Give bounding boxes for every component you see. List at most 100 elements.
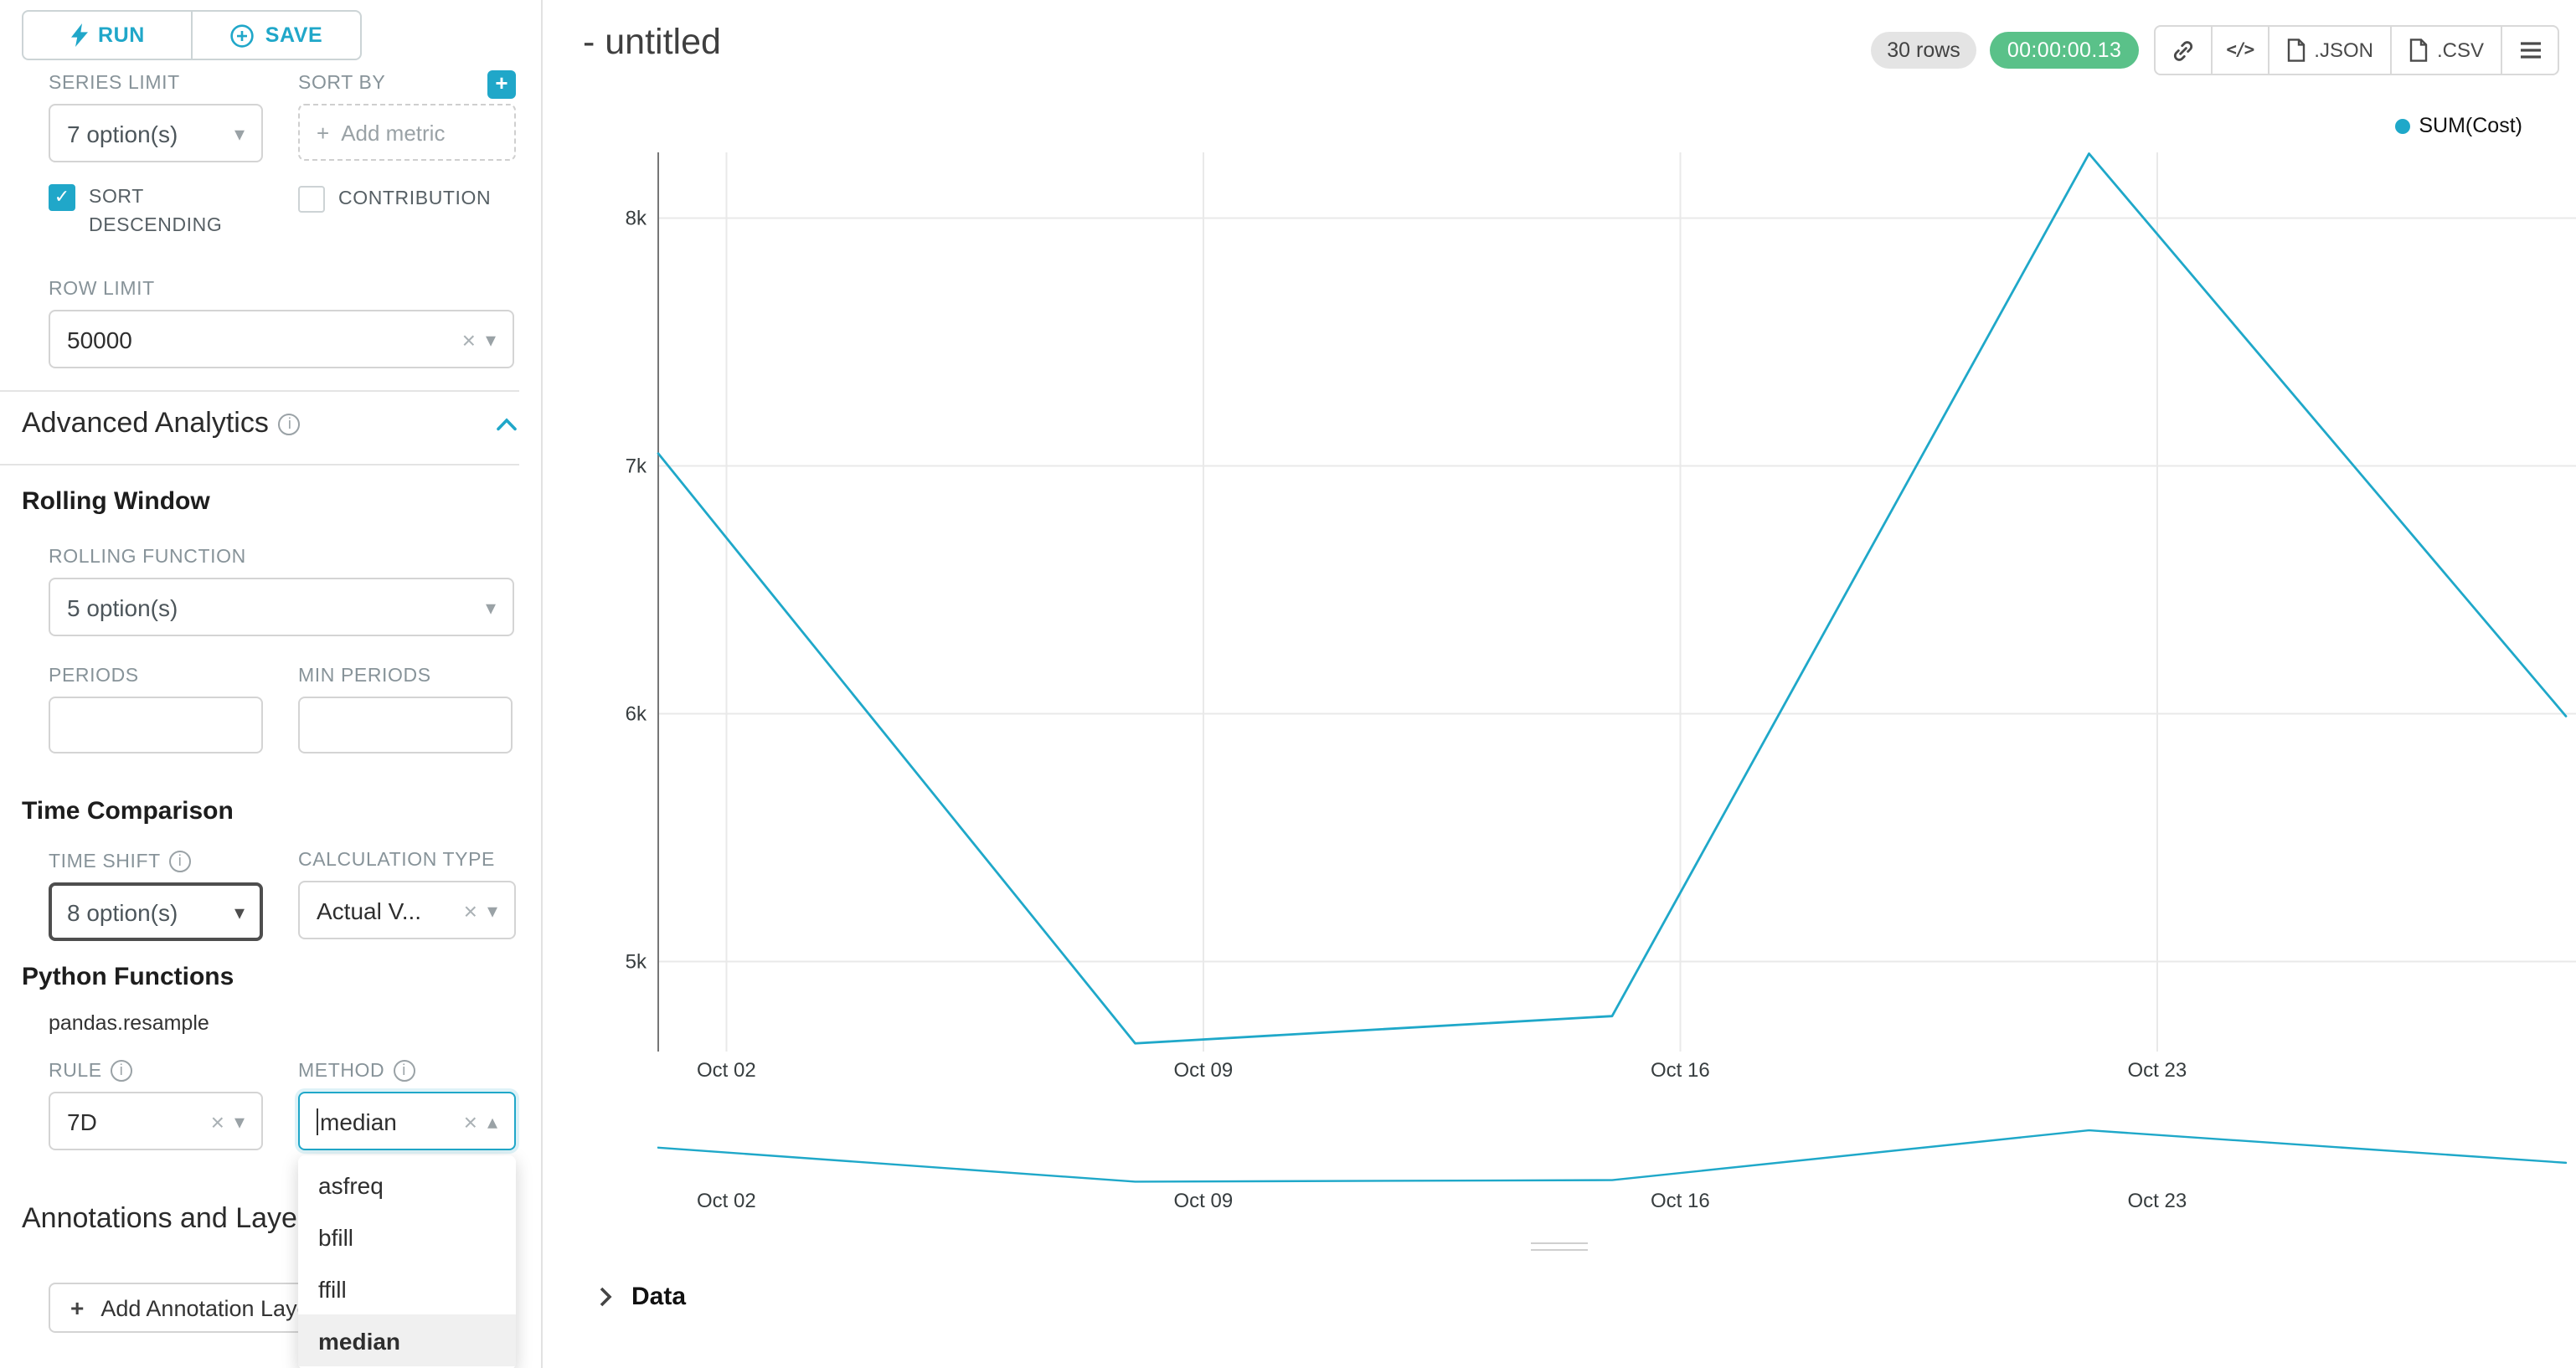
time-comparison-title: Time Comparison	[22, 797, 234, 825]
svg-text:Oct 23: Oct 23	[2128, 1059, 2187, 1082]
svg-text:Oct 16: Oct 16	[1651, 1059, 1710, 1082]
svg-text:8k: 8k	[626, 207, 647, 229]
rolling-function-select[interactable]: 5 option(s) ▾	[49, 578, 514, 636]
timer-badge: 00:00:00.13	[1990, 32, 2139, 69]
chart-area: - untitled 30 rows 00:00:00.13 </> .JSON…	[543, 0, 2576, 1368]
run-label: RUN	[98, 23, 145, 47]
info-icon[interactable]: i	[393, 1060, 415, 1082]
svg-text:Oct 02: Oct 02	[697, 1190, 756, 1212]
dropdown-option-asfreq[interactable]: asfreq	[318, 1171, 384, 1198]
min-periods-label: MIN PERIODS	[298, 666, 431, 687]
dropdown-option-bfill[interactable]: bfill	[318, 1223, 354, 1250]
info-icon[interactable]: i	[168, 851, 191, 872]
data-panel-toggle[interactable]: Data	[598, 1283, 686, 1311]
method-control: METHOD i median × ▴	[298, 1060, 516, 1150]
rolling-function-control: ROLLING FUNCTION 5 option(s) ▾	[49, 548, 514, 636]
chevron-up-icon: ▴	[487, 1109, 497, 1133]
series-limit-label: SERIES LIMIT	[49, 74, 180, 94]
text-cursor	[317, 1108, 318, 1134]
range-selector-mini-chart[interactable]: Oct 02 Oct 09 Oct 16 Oct 23	[603, 1110, 2576, 1221]
contribution-label: CONTRIBUTION	[338, 189, 492, 209]
sort-by-label: SORT BY	[298, 74, 386, 94]
clear-icon[interactable]: ×	[463, 897, 477, 923]
periods-control: PERIODS	[49, 666, 263, 753]
min-periods-control: MIN PERIODS	[298, 666, 513, 753]
plus-icon: +	[317, 120, 330, 145]
annotations-header[interactable]: Annotations and Layers	[22, 1202, 518, 1236]
series-limit-control: SERIES LIMIT 7 option(s) ▾	[49, 74, 263, 162]
save-label: SAVE	[265, 23, 323, 47]
checkbox-check-icon: ✓	[49, 184, 75, 211]
calculation-type-value: Actual V...	[317, 897, 422, 923]
series-limit-select[interactable]: 7 option(s) ▾	[49, 104, 263, 162]
info-icon[interactable]: i	[278, 413, 301, 435]
row-limit-control: ROW LIMIT 50000 × ▾	[49, 280, 514, 368]
python-functions-title: Python Functions	[22, 963, 234, 991]
time-shift-select[interactable]: 8 option(s) ▾	[49, 882, 263, 941]
rolling-function-label: ROLLING FUNCTION	[49, 548, 246, 568]
calculation-type-select[interactable]: Actual V... × ▾	[298, 881, 516, 939]
chevron-down-icon: ▾	[234, 1109, 245, 1133]
method-combobox[interactable]: median × ▴	[298, 1092, 516, 1150]
divider	[0, 390, 519, 392]
svg-text:Oct 23: Oct 23	[2128, 1190, 2187, 1212]
add-annotation-label: Add Annotation Layer	[100, 1295, 317, 1320]
legend-sum-cost[interactable]: SUM(Cost)	[2395, 114, 2522, 137]
plus-circle-icon	[231, 23, 255, 47]
chevron-right-icon	[600, 1287, 612, 1307]
copy-link-button[interactable]	[2153, 25, 2213, 75]
save-button[interactable]: SAVE	[191, 10, 362, 60]
periods-label: PERIODS	[49, 666, 139, 687]
export-json-button[interactable]: .JSON	[2267, 25, 2392, 75]
export-csv-button[interactable]: .CSV	[2389, 25, 2502, 75]
periods-input[interactable]	[49, 697, 263, 753]
series-limit-value: 7 option(s)	[67, 120, 178, 147]
chevron-down-icon: ▾	[234, 900, 245, 923]
add-metric-plus-button[interactable]: +	[487, 69, 516, 98]
menu-button[interactable]	[2501, 25, 2559, 75]
clear-icon[interactable]: ×	[463, 1108, 477, 1134]
clear-icon[interactable]: ×	[210, 1108, 224, 1134]
svg-text:Oct 02: Oct 02	[697, 1059, 756, 1082]
sort-by-control: SORT BY + + Add metric	[298, 69, 516, 161]
clear-icon[interactable]: ×	[461, 326, 476, 352]
rule-control: RULE i 7D × ▾	[49, 1060, 263, 1150]
legend-label: SUM(Cost)	[2419, 114, 2522, 137]
rule-select[interactable]: 7D × ▾	[49, 1092, 263, 1150]
export-button-group: </> .JSON .CSV	[2153, 25, 2559, 75]
dropdown-option-ffill[interactable]: ffill	[318, 1275, 347, 1302]
rolling-window-title: Rolling Window	[22, 487, 210, 516]
add-metric-placeholder: Add metric	[341, 120, 446, 145]
method-value: median	[320, 1108, 397, 1134]
sort-by-add-metric[interactable]: + Add metric	[298, 104, 516, 161]
time-shift-control: TIME SHIFT i 8 option(s) ▾	[49, 851, 263, 941]
rolling-function-value: 5 option(s)	[67, 594, 178, 620]
row-limit-value: 50000	[67, 326, 132, 352]
contribution-checkbox[interactable]: ✓ CONTRIBUTION	[298, 186, 491, 215]
svg-text:Oct 09: Oct 09	[1174, 1190, 1234, 1212]
data-panel-title: Data	[631, 1283, 687, 1311]
plus-icon: +	[70, 1294, 85, 1321]
chart-title: - untitled	[583, 22, 721, 62]
file-icon	[2409, 39, 2428, 62]
dropdown-option-median[interactable]: median	[298, 1314, 516, 1366]
run-button[interactable]: RUN	[22, 10, 191, 60]
resize-handle[interactable]	[1531, 1242, 1588, 1256]
svg-text:Oct 16: Oct 16	[1651, 1190, 1710, 1212]
calculation-type-control: CALCULATION TYPE Actual V... × ▾	[298, 851, 516, 939]
annotations-title: Annotations and Layers	[22, 1202, 322, 1234]
control-panel: RUN SAVE SERIES LIMIT 7 option(s) ▾ SORT…	[0, 0, 543, 1368]
chevron-up-icon[interactable]	[496, 416, 518, 431]
checkbox-check-icon: ✓	[298, 186, 325, 213]
advanced-analytics-header[interactable]: Advanced Analytics i	[22, 407, 518, 440]
advanced-analytics-title: Advanced Analytics	[22, 407, 269, 439]
sort-descending-label: SORT DESCENDING	[89, 188, 223, 237]
sort-descending-checkbox[interactable]: ✓ SORT DESCENDING	[49, 184, 223, 242]
legend-dot-icon	[2395, 118, 2411, 133]
embed-code-button[interactable]: </>	[2210, 25, 2269, 75]
export-csv-label: .CSV	[2436, 39, 2484, 62]
method-dropdown: asfreq bfill ffill median	[298, 1155, 516, 1368]
row-limit-select[interactable]: 50000 × ▾	[49, 310, 514, 368]
min-periods-input[interactable]	[298, 697, 513, 753]
info-icon[interactable]: i	[110, 1060, 132, 1082]
